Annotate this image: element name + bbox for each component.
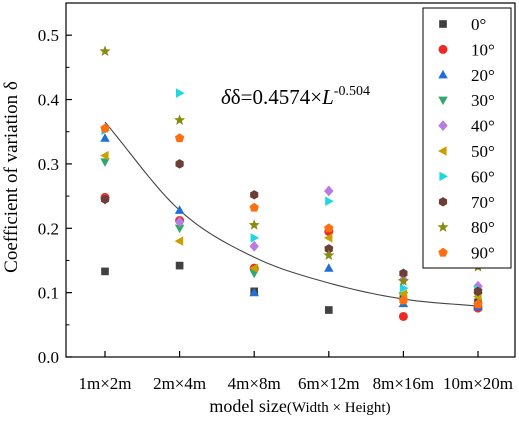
x-tick-label: 1m×2m [78, 374, 131, 393]
plot-frame [65, 2, 516, 358]
data-point [398, 295, 409, 305]
data-point [248, 219, 260, 230]
legend-label: 0° [471, 15, 486, 34]
y-tick-label: 0.3 [38, 155, 59, 174]
y-tick-label: 0.1 [38, 284, 59, 303]
legend: 0° 10° 20° 30° 40° 50° 60° 70° 80° 90° [422, 7, 512, 269]
data-point [250, 233, 260, 243]
data-point [176, 88, 185, 98]
legend-label: 30° [471, 91, 495, 110]
x-tick-label: 4m×8m [228, 374, 281, 393]
fit-equation: δδ=0.4574×L-0.504 [221, 84, 370, 109]
legend-marker [438, 69, 448, 79]
fit-curve [104, 121, 479, 307]
data-point [323, 249, 335, 261]
fit-curve-layer [104, 121, 479, 307]
data-point [100, 194, 110, 205]
legend-marker [438, 197, 448, 207]
data-point [175, 261, 184, 270]
data-point [174, 205, 185, 214]
x-axis-title: model size(Width × Height) [209, 396, 390, 416]
data-point [250, 190, 259, 200]
legend-label: 50° [471, 142, 495, 161]
legend-label: 80° [471, 218, 495, 237]
data-point [324, 263, 334, 272]
x-axis: 1m×2m 2m×4m 4m×8m 6m×12m 8m×16m 10m×20m [78, 351, 513, 393]
legend-marker [438, 146, 447, 156]
data-point [324, 306, 333, 314]
legend-label: 70° [471, 193, 495, 212]
data-point [473, 299, 483, 309]
data-point [324, 185, 334, 197]
legend-marker [439, 171, 448, 182]
data-point [174, 114, 186, 125]
y-tick-label: 0.2 [38, 219, 59, 238]
legend-label: 60° [471, 167, 495, 186]
y-tick-label: 0.5 [38, 26, 59, 45]
data-point [249, 202, 259, 212]
legend-marker [438, 44, 448, 54]
data-point [249, 240, 259, 252]
data-point [100, 158, 110, 167]
data-point [174, 133, 185, 143]
legend-marker [439, 20, 447, 28]
x-tick-label: 10m×20m [443, 374, 513, 393]
y-tick-label: 0.0 [38, 348, 59, 367]
data-point [99, 45, 111, 57]
legend-label: 10° [471, 40, 495, 59]
data-point [101, 267, 109, 276]
data-point [100, 123, 110, 133]
x-tick-label: 6m×12m [298, 374, 360, 393]
legend-marker [438, 96, 448, 106]
y-axis-title: Coefficient of variation δ [1, 81, 22, 273]
legend-box [422, 7, 512, 269]
y-tick-label: 0.4 [38, 91, 60, 110]
data-point [324, 223, 334, 233]
x-tick-label: 8m×16m [373, 374, 435, 393]
points-layer [99, 45, 484, 321]
data-point [175, 159, 184, 169]
legend-label: 40° [471, 117, 495, 136]
x-tick-label: 2m×4m [153, 374, 206, 393]
legend-label: 90° [471, 244, 495, 263]
data-point [398, 311, 408, 321]
data-point [324, 244, 333, 254]
data-point [174, 216, 185, 228]
data-point [399, 283, 409, 293]
legend-marker [437, 221, 449, 232]
data-point [249, 287, 259, 297]
data-point [397, 275, 409, 286]
legend-label: 20° [471, 66, 495, 85]
data-point [398, 289, 407, 299]
data-point [325, 196, 334, 206]
data-point [100, 133, 110, 142]
y-axis: 0.0 0.1 0.2 0.3 0.4 0.5 [38, 26, 72, 367]
legend-marker [438, 120, 448, 131]
data-point [323, 233, 333, 243]
data-point [174, 236, 184, 246]
data-point [100, 150, 109, 161]
legend-marker [438, 247, 448, 257]
data-point [399, 268, 408, 279]
plot-border [65, 2, 516, 358]
data-point [174, 224, 185, 234]
data-point [473, 286, 483, 297]
data-point [249, 263, 258, 273]
